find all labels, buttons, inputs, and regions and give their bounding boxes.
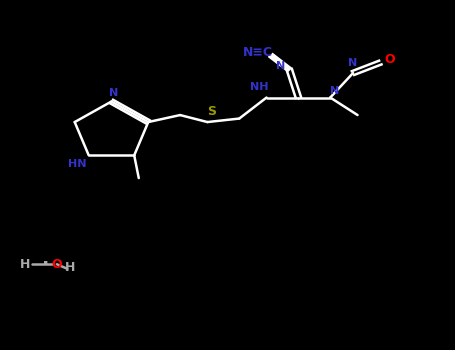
Text: N: N	[109, 88, 118, 98]
Text: H: H	[66, 261, 76, 274]
Text: O: O	[384, 52, 395, 65]
Text: ·: ·	[42, 255, 49, 274]
Text: N: N	[276, 61, 285, 71]
Text: N: N	[349, 57, 358, 68]
Text: HN: HN	[68, 159, 86, 169]
Text: O: O	[51, 258, 62, 271]
Text: NH: NH	[251, 82, 269, 92]
Text: S: S	[207, 105, 217, 118]
Text: N≡C: N≡C	[243, 46, 273, 58]
Text: H: H	[20, 258, 30, 271]
Text: N: N	[330, 85, 339, 96]
